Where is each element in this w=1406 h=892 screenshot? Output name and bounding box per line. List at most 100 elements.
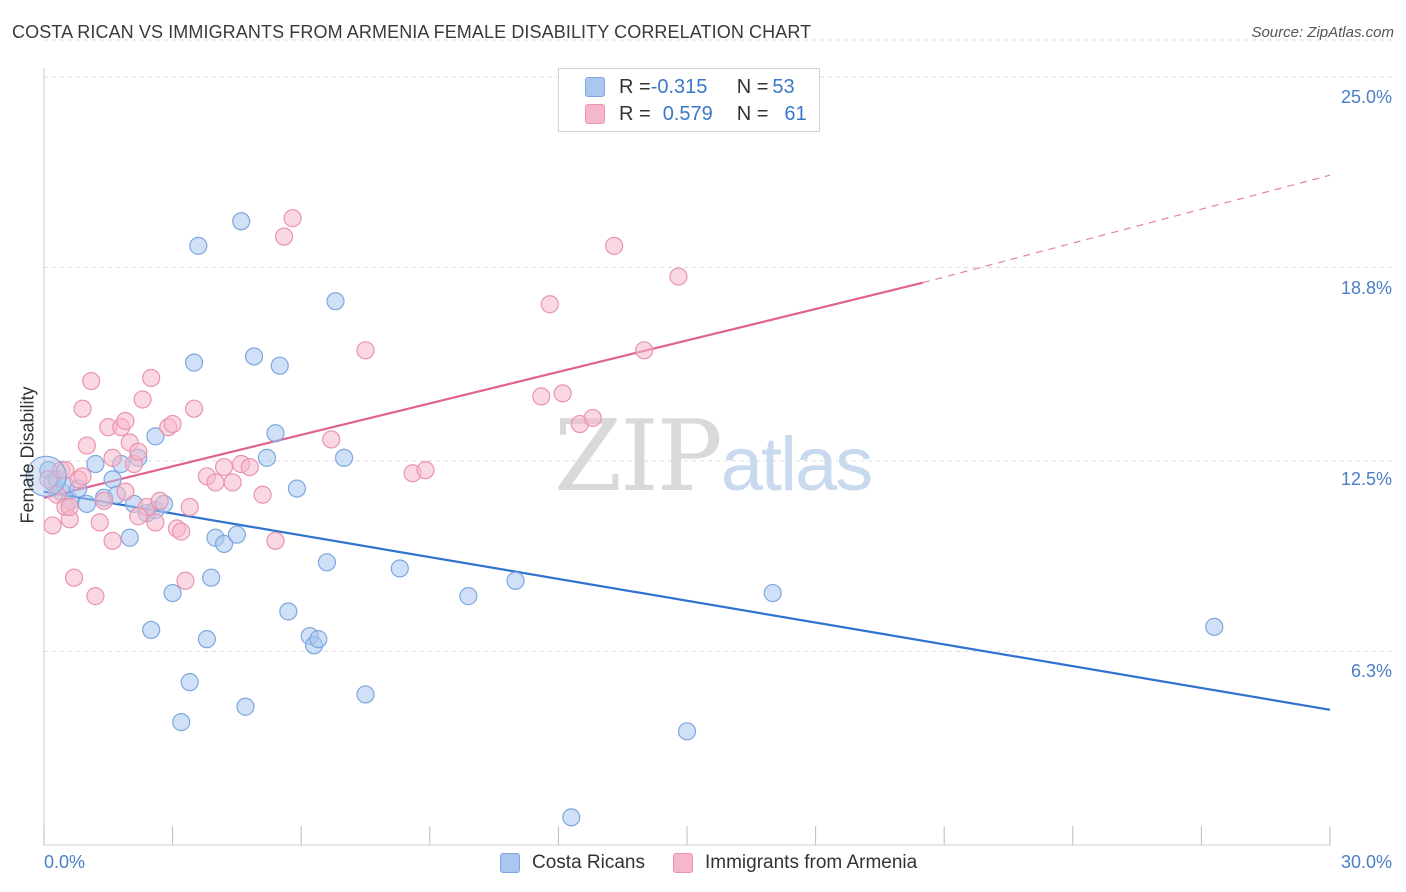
n-label: N =: [736, 102, 769, 125]
armenia-point: [116, 411, 135, 431]
armenia-trend-extension: [922, 174, 1331, 284]
armenia-point: [356, 341, 375, 360]
armenia-point: [553, 384, 572, 403]
costa-rican-point: [163, 583, 182, 603]
costa-rican-point: [103, 470, 122, 489]
n-value: 53: [772, 75, 795, 98]
costa-rican-point: [270, 356, 289, 375]
armenia-point: [90, 513, 109, 532]
armenia-point: [39, 470, 58, 489]
costa-rican-point: [189, 236, 208, 255]
armenia-point: [206, 473, 225, 492]
legend-row-armenia: R = 0.579 N = 61: [585, 102, 807, 126]
source-label: Source: ZipAtlas.com: [1251, 24, 1394, 41]
costa-rican-point: [172, 712, 191, 732]
costa-rican-point: [287, 479, 307, 498]
r-value: 0.579: [662, 102, 713, 125]
y-tick-label: 6.3%: [1350, 661, 1392, 681]
costa-rican-point: [236, 697, 255, 716]
armenia-point: [129, 507, 148, 526]
legend-label: Immigrants from Armenia: [705, 852, 918, 873]
costa-rican-point: [1205, 617, 1224, 636]
costa-rican-point: [356, 685, 375, 704]
costa-rican-point: [232, 212, 251, 231]
armenia-point: [266, 531, 285, 550]
armenia-point: [86, 587, 105, 606]
y-tick-label: 12.5%: [1340, 469, 1392, 489]
trend-lines: [43, 174, 1331, 711]
costa-rican-point: [202, 568, 221, 587]
costa-rican-point: [142, 620, 161, 640]
legend-row-costa-ricans: R = -0.315 N = 53: [585, 75, 795, 99]
costa-rican-point: [562, 808, 581, 827]
armenia-point: [73, 467, 92, 486]
armenia-point: [82, 371, 101, 391]
costa-rican-point: [334, 448, 354, 467]
r-value: -0.315: [650, 75, 708, 98]
armenia-point: [60, 497, 79, 517]
armenia-point: [322, 430, 341, 449]
n-label: N =: [736, 75, 769, 98]
series-legend: Costa Ricans Immigrants from Armenia: [500, 852, 945, 874]
costa-rican-point: [244, 347, 264, 366]
costa-rican-point: [214, 534, 234, 553]
n-value: 61: [784, 102, 807, 125]
costa-rican-point: [459, 587, 478, 606]
y-tick-label: 18.8%: [1340, 278, 1392, 298]
costa-rican-point: [266, 424, 285, 443]
armenia-point: [274, 227, 294, 246]
legend-swatch-pink: [673, 853, 693, 873]
costa-rican-point: [326, 292, 345, 311]
armenia-point: [532, 387, 551, 406]
costa-rican-point: [309, 630, 328, 649]
armenia-point: [133, 390, 152, 409]
r-label: R =: [619, 75, 651, 98]
costa-rican-point: [390, 559, 409, 578]
armenia-point: [214, 457, 234, 477]
armenia-point: [64, 568, 84, 587]
armenia-point: [73, 399, 92, 418]
watermark-atlas: atlas: [720, 422, 874, 507]
armenia-point: [540, 295, 559, 314]
armenia-point: [142, 368, 161, 388]
armenia-point: [180, 497, 199, 517]
armenia-point: [94, 491, 114, 510]
armenia-point: [116, 482, 135, 501]
armenia-point: [47, 485, 66, 504]
y-tick-label: 25.0%: [1340, 87, 1392, 107]
armenia-point: [163, 414, 182, 434]
armenia-point: [103, 448, 122, 467]
armenia-point: [172, 522, 191, 541]
armenia-point: [253, 485, 272, 504]
costa-rican-point: [227, 525, 246, 544]
x-tick-label-max: 30.0%: [1340, 852, 1392, 872]
armenia-point: [669, 267, 688, 286]
armenia-point: [129, 442, 148, 461]
legend-swatch-pink: [585, 104, 605, 124]
correlation-legend: R = -0.315 N = 53 R = 0.579 N = 61: [558, 68, 820, 132]
legend-label: Costa Ricans: [532, 852, 645, 873]
armenia-point: [103, 531, 122, 550]
costa-rican-point: [77, 494, 96, 514]
costa-rican-point: [763, 583, 782, 603]
legend-item-armenia: Immigrants from Armenia: [673, 852, 917, 874]
watermark: ZIPatlas: [554, 400, 874, 514]
armenia-point: [240, 457, 259, 477]
costa-rican-trend-line: [43, 490, 1331, 711]
armenia-point: [635, 341, 654, 360]
armenia-point: [43, 516, 62, 535]
costa-rican-point: [184, 353, 204, 372]
costa-rican-point: [120, 528, 139, 547]
legend-item-costa-ricans: Costa Ricans: [500, 852, 645, 874]
armenia-point: [176, 571, 195, 590]
armenia-point: [146, 513, 165, 532]
x-tick-label-min: 0.0%: [44, 852, 86, 872]
costa-rican-point: [197, 630, 216, 649]
armenia-point: [605, 236, 624, 255]
costa-rican-point: [279, 602, 298, 621]
armenia-trend-line: [43, 281, 924, 499]
costa-rican-point: [180, 673, 199, 692]
r-label: R =: [619, 102, 651, 125]
costa-rican-point: [257, 448, 277, 467]
